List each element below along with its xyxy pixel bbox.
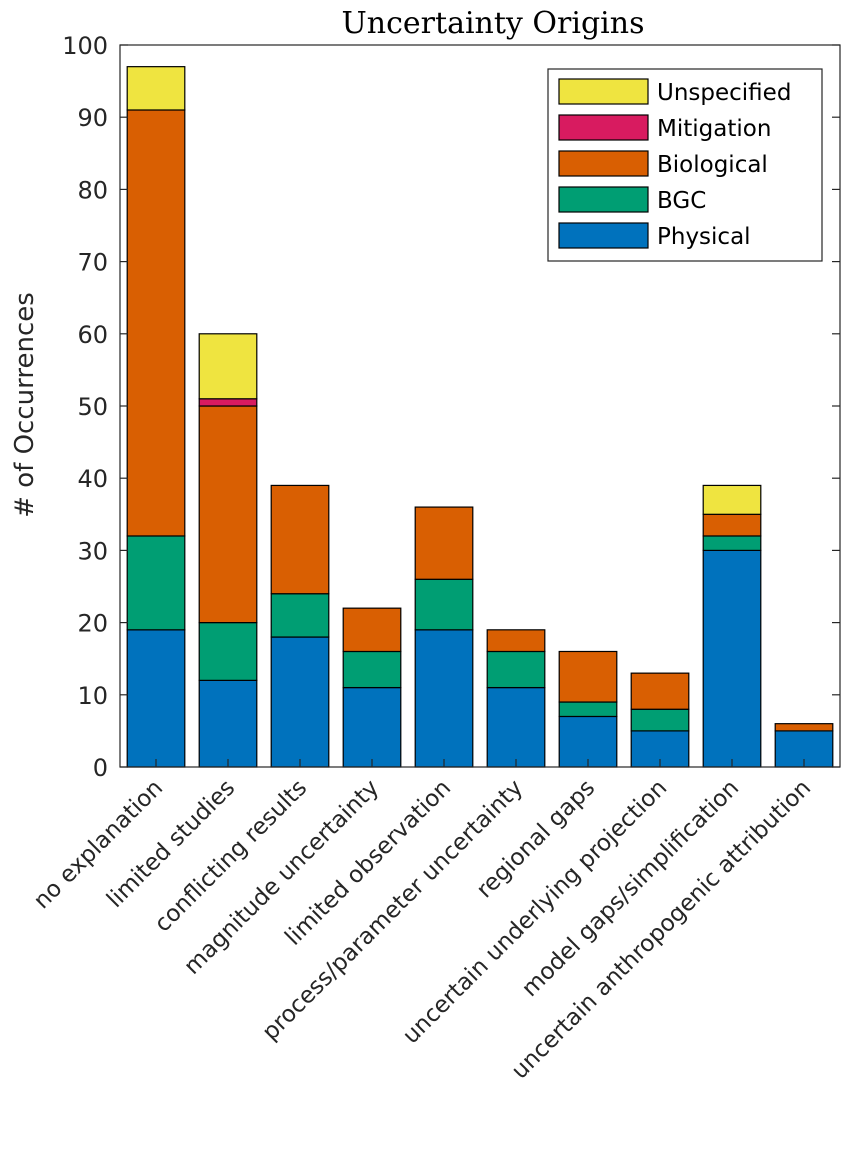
chart-title: Uncertainty Origins (342, 6, 645, 41)
y-tick-label: 50 (77, 393, 108, 421)
legend-swatch-unspecified (558, 78, 649, 105)
bar-segment-biological-6 (486, 629, 546, 653)
bar-segment-bgc-2 (198, 621, 258, 681)
bar-segment-physical-3 (270, 636, 330, 768)
legend-label-bgc: BGC (657, 188, 706, 214)
bar-segment-biological-9 (702, 513, 762, 537)
y-tick-label: 70 (77, 249, 108, 277)
bar-segment-bgc-1 (126, 535, 186, 631)
bar-segment-bgc-6 (486, 650, 546, 689)
legend-label-biological: Biological (657, 152, 768, 178)
bar-segment-bgc-3 (270, 593, 330, 638)
y-tick-label: 40 (77, 465, 108, 493)
bar-segment-biological-1 (126, 109, 186, 537)
bar-segment-biological-7 (558, 650, 618, 703)
bar-segment-biological-4 (342, 607, 402, 653)
y-tick-label: 60 (77, 321, 108, 349)
bar-segment-physical-4 (342, 686, 402, 768)
y-tick-label: 100 (62, 32, 108, 60)
y-tick-label: 90 (77, 104, 108, 132)
bar-segment-physical-5 (414, 629, 474, 768)
bar-segment-bgc-9 (702, 535, 762, 552)
legend-swatch-bgc (558, 186, 649, 213)
x-tick-label: limited studies (102, 775, 240, 913)
y-tick-label: 10 (77, 682, 108, 710)
bar-segment-unspecified-1 (126, 66, 186, 111)
bar-segment-biological-8 (630, 672, 690, 710)
bar-segment-physical-6 (486, 686, 546, 768)
x-tick-label: uncertain underlying projection (398, 775, 672, 1049)
legend-label-mitigation: Mitigation (657, 116, 771, 142)
bar-segment-bgc-4 (342, 650, 402, 689)
bar-segment-physical-2 (198, 679, 258, 768)
legend-label-unspecified: Unspecified (657, 80, 791, 106)
bar-segment-biological-3 (270, 484, 330, 595)
bar-segment-unspecified-2 (198, 333, 258, 400)
bar-segment-bgc-5 (414, 578, 474, 631)
x-tick-label: no explanation (29, 775, 168, 914)
legend-swatch-biological (558, 150, 649, 177)
legend-swatch-mitigation (558, 114, 649, 141)
bar-segment-physical-7 (558, 715, 618, 768)
legend: Unspecified Mitigation Biological BGC Physic… (547, 68, 823, 262)
y-tick-label: 20 (77, 610, 108, 638)
x-tick-label: process/parameter uncertainty (257, 775, 528, 1046)
legend-swatch-physical (558, 222, 649, 249)
bar-segment-bgc-8 (630, 708, 690, 732)
y-tick-label: 30 (77, 537, 108, 565)
bars-layer (126, 66, 834, 768)
bar-segment-unspecified-9 (702, 484, 762, 515)
bar-segment-biological-5 (414, 506, 474, 580)
legend-label-physical: Physical (657, 224, 751, 250)
y-axis-label: # of Occurrences (10, 292, 40, 518)
bar-segment-bgc-7 (558, 701, 618, 718)
bar-segment-physical-1 (126, 629, 186, 768)
bar-segment-mitigation-2 (198, 398, 258, 407)
y-tick-label: 0 (93, 754, 108, 782)
bar-segment-biological-10 (774, 723, 834, 732)
y-tick-label: 80 (77, 176, 108, 204)
bar-segment-physical-9 (702, 549, 762, 768)
bar-segment-biological-2 (198, 405, 258, 624)
